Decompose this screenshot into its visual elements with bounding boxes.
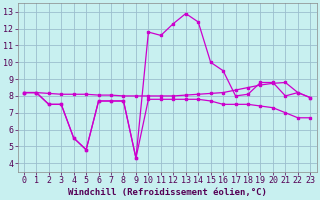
X-axis label: Windchill (Refroidissement éolien,°C): Windchill (Refroidissement éolien,°C) [68,188,267,197]
